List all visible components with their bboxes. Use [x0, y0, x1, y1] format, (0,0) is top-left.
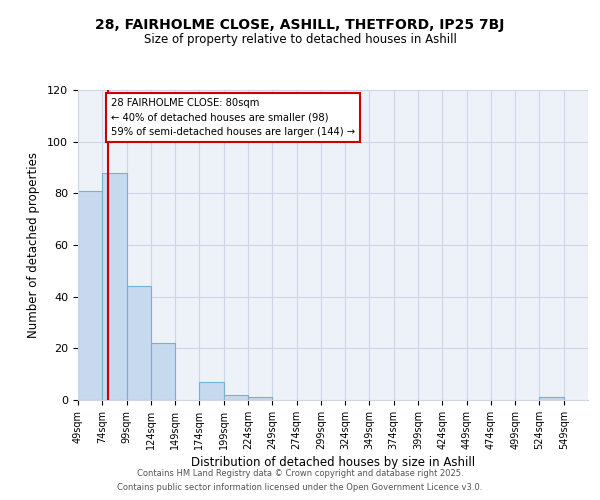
Text: 28 FAIRHOLME CLOSE: 80sqm
← 40% of detached houses are smaller (98)
59% of semi-: 28 FAIRHOLME CLOSE: 80sqm ← 40% of detac… — [111, 98, 355, 138]
Bar — [539, 398, 564, 400]
Y-axis label: Number of detached properties: Number of detached properties — [27, 152, 40, 338]
Text: Size of property relative to detached houses in Ashill: Size of property relative to detached ho… — [143, 32, 457, 46]
Text: 28, FAIRHOLME CLOSE, ASHILL, THETFORD, IP25 7BJ: 28, FAIRHOLME CLOSE, ASHILL, THETFORD, I… — [95, 18, 505, 32]
Bar — [199, 382, 224, 400]
Bar — [78, 190, 102, 400]
Bar — [248, 398, 272, 400]
Bar — [102, 172, 127, 400]
Text: Contains public sector information licensed under the Open Government Licence v3: Contains public sector information licen… — [118, 484, 482, 492]
Bar — [127, 286, 151, 400]
Text: Contains HM Land Registry data © Crown copyright and database right 2025.: Contains HM Land Registry data © Crown c… — [137, 468, 463, 477]
X-axis label: Distribution of detached houses by size in Ashill: Distribution of detached houses by size … — [191, 456, 475, 469]
Bar — [151, 343, 175, 400]
Bar — [224, 395, 248, 400]
